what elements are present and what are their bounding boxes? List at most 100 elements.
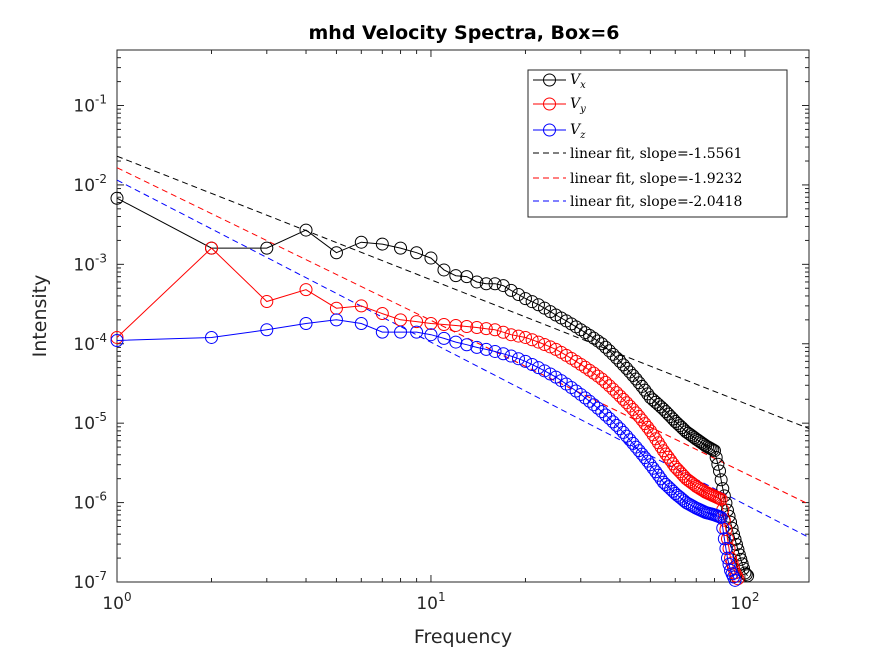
data-point [260,323,274,337]
legend-label: linear fit, slope=-1.9232 [570,171,742,187]
fit-line [117,155,809,430]
data-point [649,395,663,409]
data-point [606,382,620,396]
data-point [610,351,624,365]
data-point [720,532,734,546]
data-point [437,331,451,345]
data-point [741,569,755,583]
data-point [504,283,518,297]
data-point [511,352,525,366]
data-point [496,279,510,293]
data-point [538,338,552,352]
data-point [578,391,592,405]
data-point [460,319,474,333]
x-tick-label: 101 [416,590,445,614]
y-axis-title: Intensity [29,275,51,358]
data-point [714,510,728,524]
data-point [449,269,463,283]
data-point [649,432,663,446]
data-point [656,402,670,416]
data-point [375,307,389,321]
data-point [613,389,627,403]
series-z [110,313,742,587]
data-point [613,354,627,368]
series-x [110,191,755,583]
data-point [525,295,539,309]
fit-lines [117,155,809,538]
data-point [671,488,685,502]
x-tick-label: 100 [102,590,131,614]
data-point [717,513,731,527]
data-point [504,349,518,363]
data-point [479,322,493,336]
data-point [646,393,660,407]
data-point [707,444,721,458]
data-point [714,492,728,506]
data-point [717,532,731,546]
data-point [739,567,753,581]
data-point [488,344,502,358]
data-point [595,337,609,351]
data-point [354,235,368,249]
y-tick-label: 10-5 [73,410,107,434]
data-point [110,330,124,344]
data-point [591,369,605,383]
data-point [531,298,545,312]
data-point [651,398,665,412]
data-point [583,394,597,408]
data-point [488,323,502,337]
legend-entry: linear fit, slope=-2.0418 [533,194,742,210]
data-point [354,299,368,313]
data-point [410,315,424,329]
data-point [574,387,588,401]
data-point [711,457,725,471]
data-point [719,541,733,555]
data-point [329,246,343,260]
data-point [424,251,438,265]
data-point [470,275,484,289]
data-point [643,458,657,472]
legend-label: Vy [570,96,586,115]
legend-entry: Vy [533,96,586,115]
data-point [616,358,630,372]
data-point [488,277,502,291]
data-point [525,333,539,347]
data-point [460,338,474,352]
data-point [569,384,583,398]
data-point [511,329,525,343]
data-point [470,340,484,354]
x-tick-label: 102 [730,590,759,614]
data-point [666,412,680,426]
data-point [602,411,616,425]
data-point [659,478,673,492]
data-point [496,325,510,339]
tick-marks [116,49,809,583]
data-point [599,340,613,354]
legend-entry: linear fit, slope=-1.5561 [533,146,742,162]
data-point [714,473,728,487]
data-point [606,415,620,429]
data-point [706,443,720,457]
data-point [511,288,525,302]
data-point [651,436,665,450]
data-point [479,277,493,291]
data-point [110,333,124,347]
data-point [722,557,736,571]
data-point [569,354,583,368]
data-point [673,465,687,479]
y-tick-label: 10-7 [73,569,107,593]
data-point [661,450,675,464]
legend-entry: linear fit, slope=-1.9232 [533,171,742,187]
data-point [375,237,389,251]
data-point [518,292,532,306]
data-point [205,241,219,255]
y-tick-label: 10-2 [73,172,107,196]
data-point [671,462,685,476]
data-point [649,465,663,479]
data-point [661,407,675,421]
y-tick-label: 10-4 [73,331,107,355]
data-point [424,328,438,342]
data-point [602,379,616,393]
data-point [394,241,408,255]
